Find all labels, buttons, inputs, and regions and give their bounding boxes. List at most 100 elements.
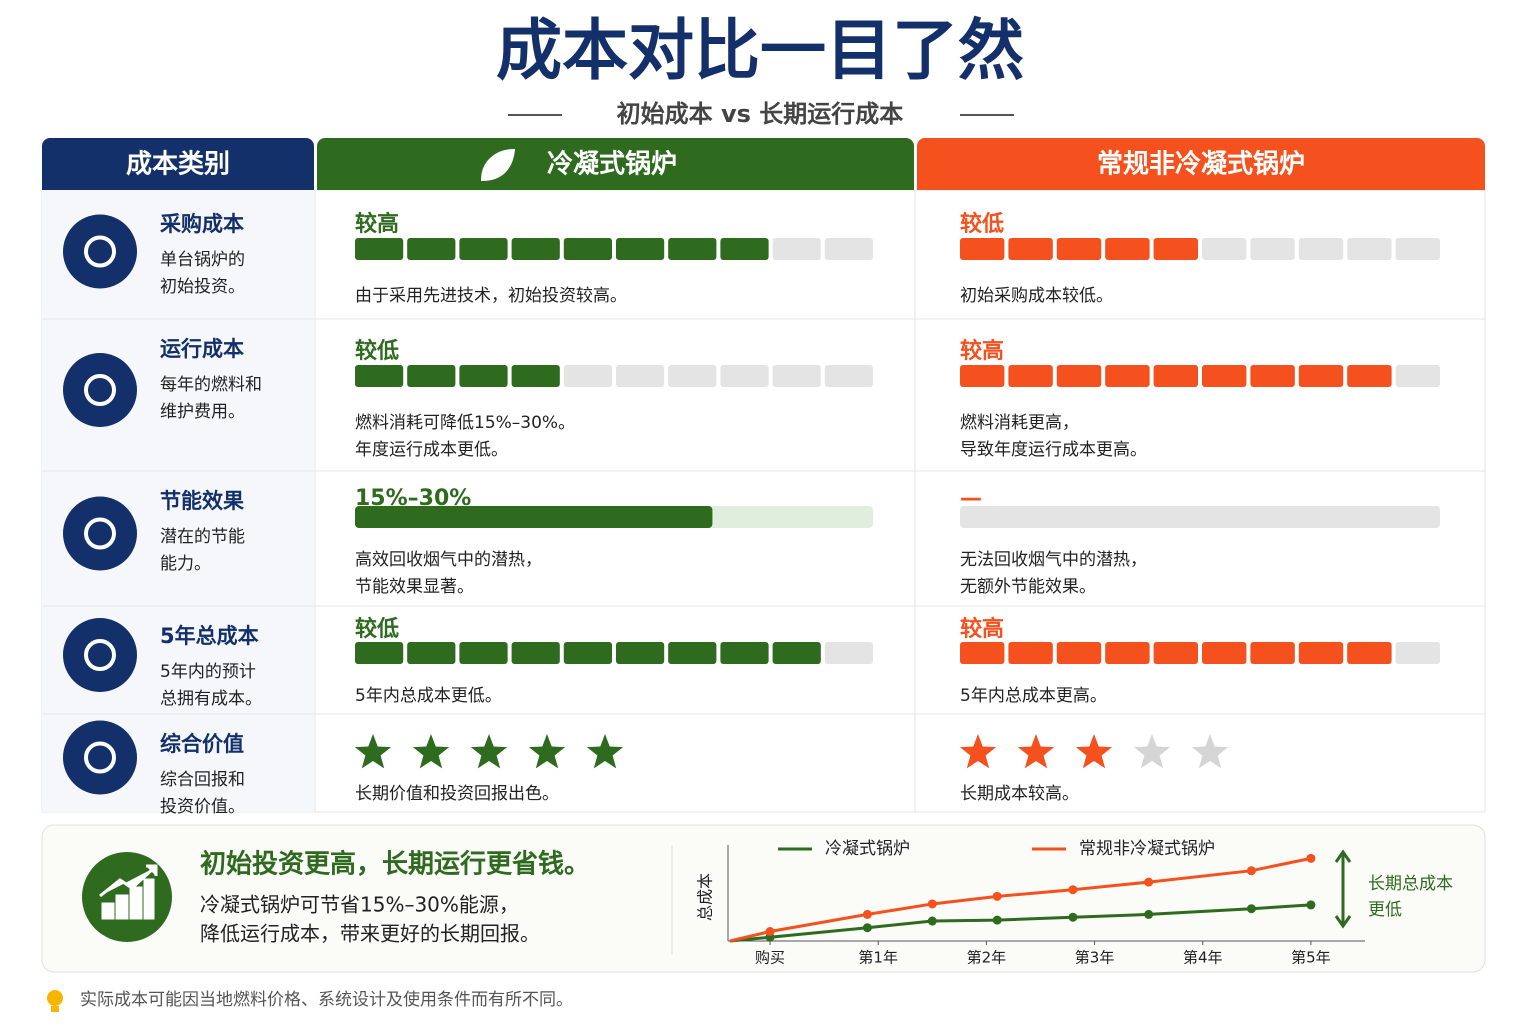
bar-segment — [772, 642, 821, 664]
category-glyph — [84, 639, 116, 671]
value-text: 燃料消耗更高， — [960, 413, 1079, 433]
summary-line: 冷凝式锅炉可节省15%–30%能源， — [200, 893, 519, 917]
value-text: 初始采购成本较低。 — [960, 286, 1113, 306]
category-desc: 单台锅炉的 — [160, 250, 245, 270]
bar-segment — [563, 642, 612, 664]
bar-track — [960, 506, 1440, 528]
bar-segment — [720, 642, 769, 664]
value-text: 导致年度运行成本更高。 — [960, 440, 1147, 460]
bar-segment — [355, 642, 404, 664]
category-desc: 潜在的节能 — [160, 527, 245, 547]
star — [1191, 734, 1229, 769]
point — [927, 899, 937, 909]
column-header: 冷凝式锅炉 — [547, 149, 677, 180]
point — [862, 909, 872, 919]
bar-segment — [1395, 365, 1440, 387]
value-text: 燃料消耗可降低15%–30%。 — [355, 413, 575, 433]
bar-segment — [1202, 238, 1247, 260]
value-text: 节能效果显著。 — [355, 577, 474, 597]
bar-segment — [1153, 642, 1198, 664]
bar-segment — [616, 642, 665, 664]
bar-segment — [459, 238, 508, 260]
subtitle: 初始成本 vs 长期运行成本 — [617, 100, 904, 128]
point — [1068, 885, 1078, 895]
star — [528, 734, 566, 769]
value-text: 5年内总成本更低。 — [355, 686, 502, 706]
x-tick-label: 第2年 — [967, 949, 1007, 967]
bar-segment — [407, 642, 456, 664]
star — [959, 734, 997, 769]
category-desc: 投资价值。 — [160, 797, 245, 817]
value-label: — — [960, 486, 982, 511]
point — [1144, 877, 1154, 887]
column-header: 常规非冷凝式锅炉 — [1097, 149, 1305, 180]
bar-segment — [511, 238, 560, 260]
bar-segment — [1105, 642, 1150, 664]
point — [1246, 866, 1256, 876]
bar-segment — [1008, 642, 1053, 664]
category-icon — [63, 618, 137, 692]
bar-segment — [616, 365, 665, 387]
category-desc: 维护费用。 — [160, 402, 245, 422]
category-desc: 能力。 — [160, 554, 211, 574]
star — [354, 734, 392, 769]
bar-segment — [459, 642, 508, 664]
value-label: 较高 — [960, 338, 1004, 364]
bar-segment — [1298, 238, 1344, 260]
category-glyph — [84, 741, 116, 774]
category-glyph — [84, 235, 116, 268]
bar-segment — [1202, 365, 1247, 387]
bar-segment — [1056, 642, 1102, 664]
value-label: 较低 — [355, 338, 399, 364]
category-icon — [63, 720, 137, 795]
bar-segment — [1347, 365, 1392, 387]
value-text: 长期价值和投资回报出色。 — [355, 784, 559, 804]
bar-segment — [407, 238, 456, 260]
annotation: 更低 — [1368, 900, 1402, 920]
bar-segment — [459, 365, 508, 387]
bar-segment — [960, 642, 1005, 664]
value-label: 较高 — [960, 616, 1004, 642]
value-text: 5年内总成本更高。 — [960, 686, 1107, 706]
annotation: 长期总成本 — [1368, 874, 1453, 894]
bar-segment — [960, 365, 1005, 387]
x-tick-label: 第1年 — [858, 949, 898, 967]
point — [1306, 853, 1316, 863]
value-text: 高效回收烟气中的潜热， — [355, 550, 542, 570]
category-icon — [63, 496, 137, 571]
category-icon — [63, 353, 137, 427]
category-desc: 综合回报和 — [160, 770, 245, 790]
bar-segment — [668, 365, 717, 387]
category-title: 节能效果 — [160, 489, 244, 513]
bar-segment — [563, 365, 612, 387]
bar-segment — [960, 238, 1005, 260]
point — [992, 915, 1002, 925]
bar-segment — [720, 238, 769, 260]
bar-segment — [1105, 365, 1150, 387]
bulb-icon — [47, 990, 63, 1006]
summary-title: 初始投资更高，长期运行更省钱。 — [200, 849, 590, 880]
header-cell — [917, 138, 1485, 190]
bar-segment — [1153, 238, 1198, 260]
bar-segment — [1250, 642, 1295, 664]
category-title: 综合价值 — [160, 732, 244, 756]
bar-segment — [1347, 238, 1392, 260]
category-desc: 初始投资。 — [160, 277, 245, 297]
category-desc: 每年的燃料和 — [160, 375, 262, 395]
bar-segment — [1105, 238, 1150, 260]
legend-label: 冷凝式锅炉 — [825, 839, 910, 859]
bar — [355, 506, 713, 528]
column-header: 成本类别 — [126, 150, 230, 180]
bar-segment — [616, 238, 665, 260]
point — [1306, 900, 1316, 910]
bar-segment — [1056, 238, 1102, 260]
point — [1068, 912, 1078, 922]
bar-segment — [563, 238, 612, 260]
category-title: 5年总成本 — [160, 624, 259, 648]
growth-glyph — [99, 864, 158, 920]
bar-segment — [511, 642, 560, 664]
category-title: 采购成本 — [160, 212, 244, 236]
bar-segment — [355, 365, 404, 387]
point — [992, 891, 1002, 901]
category-icon — [63, 214, 137, 289]
